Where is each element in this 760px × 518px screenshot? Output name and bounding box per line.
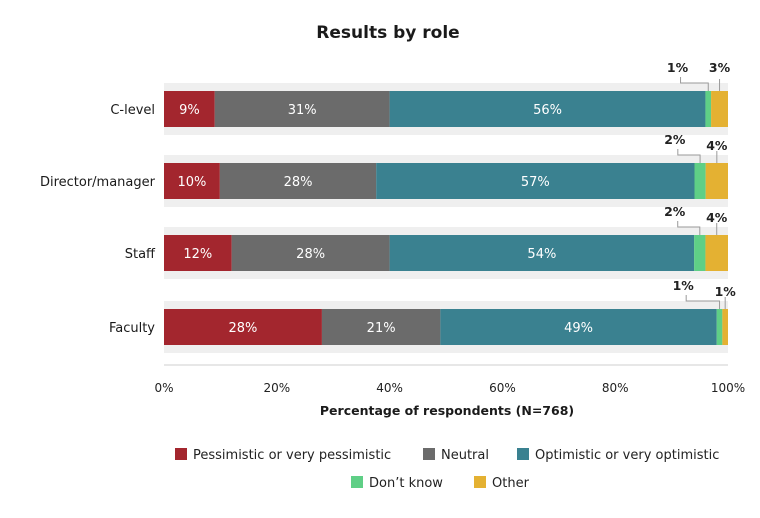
bars [164,91,728,345]
x-axis: 0% 20% 40% 60% 80% 100% [154,364,745,395]
legend-swatch-optimistic-or-very-optimistic [517,448,529,460]
bar-director-manager-pessimistic-or-very-pessimistic [164,163,220,199]
x-tick-label: 0% [154,381,173,395]
bar-c-level-neutral [214,91,390,127]
leader-line-c-level-dont-know [680,77,709,91]
bar-staff-neutral [231,235,390,271]
legend-label-neutral: Neutral [441,448,489,463]
leader-line-faculty-dont-know [685,295,721,309]
category-label-staff: Staff [125,247,156,262]
data-label-director-manager-dont-know: 2% [664,132,686,147]
legend-label-pessimistic-or-very-pessimistic: Pessimistic or very pessimistic [193,448,391,463]
x-tick-label: 100% [711,381,745,395]
data-label-director-manager-neutral: 28% [284,175,313,190]
category-label-director-manager: Director/manager [40,175,156,190]
data-label-staff-neutral: 28% [296,247,325,262]
data-label-staff-optimistic-or-very-optimistic: 54% [527,247,556,262]
data-label-staff-other: 4% [706,210,728,225]
legend: Pessimistic or very pessimistic Neutral Op… [175,448,719,491]
category-labels: C-level Director/manager Staff Faculty [40,103,156,336]
bar-staff-other [705,235,728,271]
bar-staff-optimistic-or-very-optimistic [389,235,695,271]
x-tick-label: 80% [602,381,629,395]
legend-label-optimistic-or-very-optimistic: Optimistic or very optimistic [535,448,719,463]
legend-label-don-t-know: Don’t know [369,476,443,491]
bar-staff-don-t-know [694,235,706,271]
bar-faculty-don-t-know [716,309,723,345]
data-label-c-level-neutral: 31% [288,103,317,118]
legend-swatch-don-t-know [351,476,363,488]
data-label-faculty-pessimistic-or-very-pessimistic: 28% [229,321,258,336]
data-label-director-manager-optimistic-or-very-optimistic: 57% [521,175,550,190]
data-label-c-level-dont-know: 1% [667,60,689,75]
chart-title: Results by role [316,23,459,43]
data-label-c-level-optimistic-or-very-optimistic: 56% [533,103,562,118]
x-tick-label: 20% [263,381,290,395]
bar-c-level-other [711,91,728,127]
bar-faculty-other [722,309,728,345]
bar-c-level-optimistic-or-very-optimistic [389,91,706,127]
legend-swatch-pessimistic-or-very-pessimistic [175,448,187,460]
bar-director-manager-optimistic-or-very-optimistic [376,163,695,199]
leader-line-director-manager-dont-know [677,149,701,163]
bar-director-manager-other [705,163,728,199]
data-label-faculty-neutral: 21% [367,321,396,336]
data-label-faculty-dont-know: 1% [673,278,695,293]
legend-swatch-other [474,476,486,488]
bar-staff-pessimistic-or-very-pessimistic [164,235,232,271]
leader-line-staff-dont-know [677,221,701,235]
legend-label-other: Other [492,476,530,491]
legend-swatch-neutral [423,448,435,460]
bar-c-level-pessimistic-or-very-pessimistic [164,91,215,127]
bar-faculty-neutral [321,309,441,345]
outside-labels: 1% 3% 2% 4% 2% 4% 1% 1% [664,60,736,309]
segment-labels: 9% 31% 56% 10% 28% 57% 12% 28% 54% 28% 21% 49% [177,103,593,336]
x-tick-label: 40% [376,381,403,395]
data-label-c-level-other: 3% [709,60,731,75]
category-label-c-level: C-level [110,103,155,118]
bar-faculty-optimistic-or-very-optimistic [440,309,717,345]
data-label-faculty-optimistic-or-very-optimistic: 49% [564,321,593,336]
data-label-c-level-pessimistic-or-very-pessimistic: 9% [179,103,200,118]
category-label-faculty: Faculty [109,321,155,336]
data-label-staff-pessimistic-or-very-pessimistic: 12% [183,247,212,262]
x-axis-label: Percentage of respondents (N=768) [320,403,574,418]
bar-director-manager-don-t-know [694,163,706,199]
bar-faculty-pessimistic-or-very-pessimistic [164,309,322,345]
x-tick-label: 60% [489,381,516,395]
data-label-director-manager-other: 4% [706,138,728,153]
bar-director-manager-neutral [219,163,377,199]
data-label-director-manager-pessimistic-or-very-pessimistic: 10% [177,175,206,190]
data-label-staff-dont-know: 2% [664,204,686,219]
bar-c-level-don-t-know [705,91,712,127]
data-label-faculty-other: 1% [715,284,737,299]
